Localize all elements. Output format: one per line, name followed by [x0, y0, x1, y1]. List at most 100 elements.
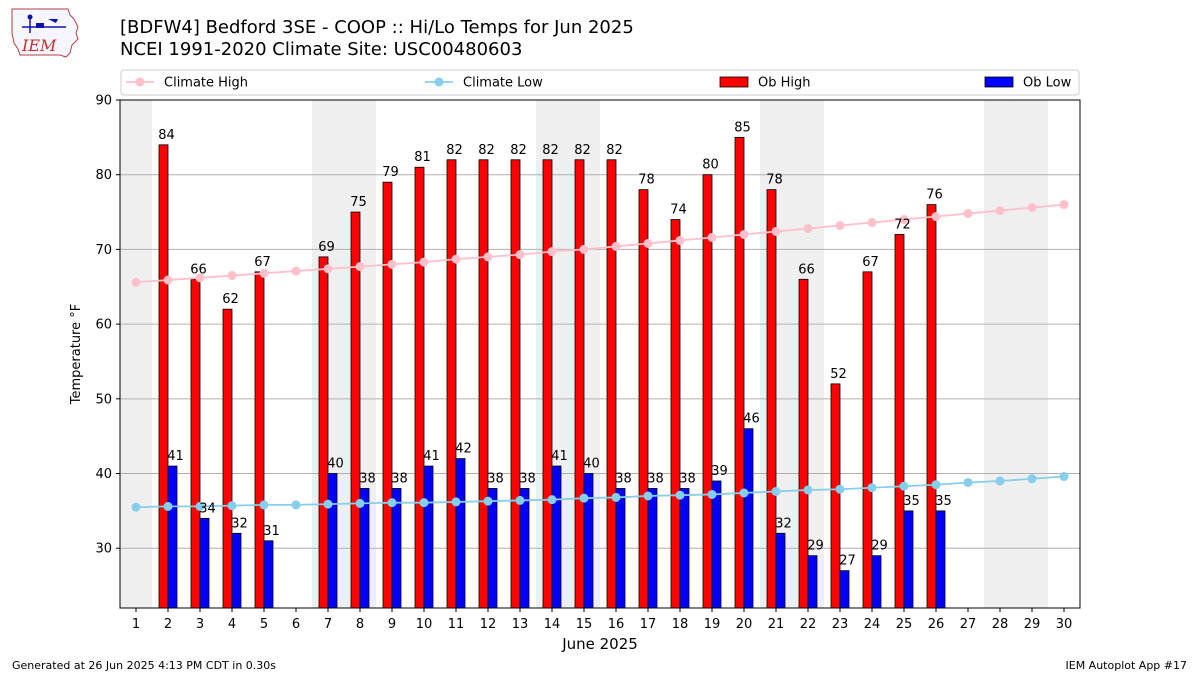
- x-tick-label-16: 16: [608, 617, 625, 632]
- ob-high-bar-17: [638, 189, 649, 609]
- climate-high-point-19: [707, 232, 717, 242]
- climate-low-point-2: [163, 501, 173, 511]
- ob-low-bar-13: [519, 488, 530, 609]
- climate-high-point-22: [803, 223, 813, 233]
- ob-high-label-15: 82: [574, 143, 591, 158]
- x-tick-label-21: 21: [768, 617, 785, 632]
- climate-high-point-15: [579, 244, 589, 254]
- ob-low-bar-18: [679, 488, 690, 609]
- ob-high-bar-13: [510, 159, 521, 609]
- ob-low-label-3: 34: [199, 501, 216, 516]
- ob-low-label-11: 42: [455, 442, 472, 457]
- x-tick-label-11: 11: [448, 617, 465, 632]
- ob-low-label-20: 46: [743, 412, 760, 427]
- ob-high-bar-9: [382, 181, 393, 609]
- ob-high-label-7: 69: [318, 240, 335, 255]
- climate-high-point-6: [291, 266, 301, 276]
- climate-high-point-25: [899, 215, 909, 225]
- climate-low-point-13: [515, 495, 525, 505]
- ob-high-label-9: 79: [382, 165, 399, 180]
- climate-low-point-21: [771, 486, 781, 496]
- climate-low-line: [135, 475, 1065, 509]
- x-tick-label-12: 12: [480, 617, 497, 632]
- ob-low-bar-23: [839, 570, 850, 609]
- ob-low-label-9: 38: [391, 471, 408, 486]
- ob-high-bar-5: [254, 271, 265, 609]
- ob-low-label-17: 38: [647, 471, 664, 486]
- chart-subtitle: NCEI 1991-2020 Climate Site: USC00480603: [120, 39, 523, 60]
- ob-high-bar-2: [158, 144, 169, 609]
- ob-high-bar-4: [222, 308, 233, 609]
- climate-low-point-3: [195, 501, 205, 511]
- ob-high-label-16: 82: [606, 143, 623, 158]
- x-tick-label-27: 27: [960, 617, 977, 632]
- climate-low-point-27: [963, 477, 973, 487]
- legend-label-ob-high: Ob High: [758, 76, 811, 91]
- ob-low-bar-3: [199, 517, 210, 609]
- ob-low-bar-26: [935, 510, 946, 609]
- x-tick-label-4: 4: [228, 617, 236, 632]
- climate-high-point-29: [1027, 203, 1037, 213]
- ob-high-bar-10: [414, 166, 425, 609]
- ob-low-bar-21: [775, 532, 786, 609]
- legend-label-climate-low: Climate Low: [463, 76, 543, 91]
- x-tick-label-30: 30: [1056, 617, 1073, 632]
- iem-logo: IEM: [11, 8, 79, 58]
- generated-timestamp: Generated at 26 Jun 2025 4:13 PM CDT in …: [12, 659, 277, 672]
- climate-low-point-6: [291, 500, 301, 510]
- ob-high-bar-14: [542, 159, 553, 609]
- y-tick-label-30: 30: [95, 542, 112, 557]
- ob-high-bar-12: [478, 159, 489, 609]
- climate-high-point-21: [771, 226, 781, 236]
- ob-low-label-26: 35: [935, 494, 952, 509]
- climate-low-point-17: [643, 491, 653, 501]
- climate-low-point-10: [419, 498, 429, 508]
- ob-high-label-24: 67: [862, 255, 879, 270]
- x-tick-label-26: 26: [928, 617, 945, 632]
- ob-low-label-12: 38: [487, 471, 504, 486]
- ob-high-bar-25: [894, 234, 905, 609]
- climate-high-point-16: [611, 241, 621, 251]
- ob-low-label-21: 32: [775, 516, 792, 531]
- ob-high-label-22: 66: [798, 262, 815, 277]
- climate-low-point-28: [995, 476, 1005, 486]
- legend-marker-climate-low: [434, 77, 444, 87]
- x-tick-label-9: 9: [388, 617, 396, 632]
- chart-title: [BDFW4] Bedford 3SE - COOP :: Hi/Lo Temp…: [120, 17, 634, 38]
- ob-low-bar-17: [647, 488, 658, 609]
- ob-high-label-11: 82: [446, 143, 463, 158]
- climate-low-point-19: [707, 489, 717, 499]
- ob-low-label-18: 38: [679, 471, 696, 486]
- ob-low-bar-15: [583, 473, 594, 609]
- climate-low-point-15: [579, 493, 589, 503]
- x-tick-label-18: 18: [672, 617, 689, 632]
- y-tick-label-40: 40: [95, 467, 112, 482]
- ob-low-label-23: 27: [839, 554, 856, 569]
- ob-high-bar-21: [766, 189, 777, 609]
- climate-low-point-16: [611, 492, 621, 502]
- climate-high-point-14: [547, 247, 557, 257]
- ob-high-label-18: 74: [670, 203, 687, 218]
- climate-low-point-26: [931, 480, 941, 490]
- ob-low-bar-11: [455, 458, 466, 609]
- y-axis-title: Temperature °F: [69, 304, 84, 405]
- climate-high-line: [135, 203, 1065, 284]
- x-tick-label-13: 13: [512, 617, 529, 632]
- climate-low-point-25: [899, 481, 909, 491]
- climate-high-point-24: [867, 218, 877, 228]
- y-tick-label-80: 80: [95, 168, 112, 183]
- climate-low-point-11: [451, 497, 461, 507]
- climate-low-point-4: [227, 501, 237, 511]
- ob-high-label-23: 52: [830, 367, 847, 382]
- ob-low-bar-5: [263, 540, 274, 609]
- ob-high-label-20: 85: [734, 120, 751, 135]
- climate-high-point-12: [483, 252, 493, 262]
- ob-high-bar-7: [318, 256, 329, 609]
- x-tick-label-8: 8: [356, 617, 364, 632]
- ob-high-bar-23: [830, 383, 841, 609]
- climate-high-point-3: [195, 273, 205, 283]
- weekend-shade-28: [984, 100, 1016, 608]
- ob-low-label-15: 40: [583, 457, 600, 472]
- ob-high-bar-16: [606, 159, 617, 609]
- climate-high-point-11: [451, 254, 461, 264]
